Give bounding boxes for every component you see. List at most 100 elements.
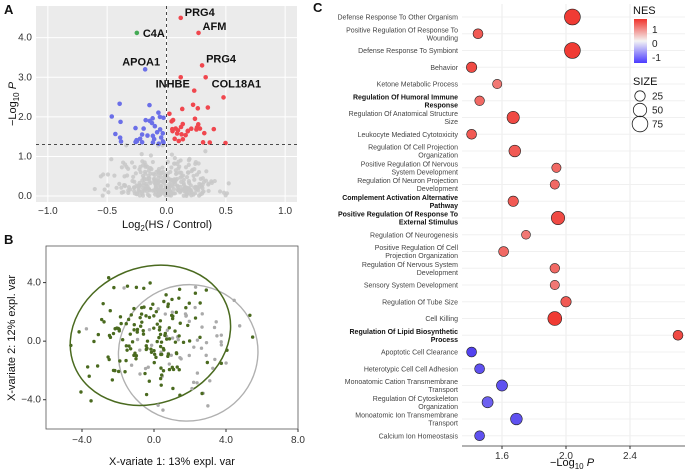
volcano-point	[168, 189, 173, 194]
volcano-point	[172, 155, 177, 161]
pca-point-group1	[132, 306, 136, 311]
pca-point-group1	[102, 320, 106, 324]
pca-point-group1	[158, 325, 162, 329]
volcano-point	[177, 190, 183, 195]
term-label: Apoptotic Cell Clearance	[381, 350, 458, 357]
pca-point-group1	[170, 365, 174, 370]
pca-point-group2	[204, 340, 209, 345]
pca-point-group1	[116, 369, 121, 374]
pca-point-group2	[206, 404, 210, 408]
volcano-point	[200, 176, 205, 181]
pca-x-tick: 8.0	[291, 435, 305, 446]
volcano-point	[148, 153, 154, 158]
pca-point-group1	[152, 326, 156, 330]
volcano-labeled-point	[134, 30, 140, 36]
volcano-point	[194, 172, 200, 177]
pca-point-group1	[118, 359, 122, 363]
gene-label: PRG4	[185, 7, 216, 19]
term-label: Positive Regulation Of Nervous System Dev…	[361, 161, 459, 176]
term-point	[507, 195, 519, 207]
volcano-point	[191, 173, 196, 179]
volcano-labeled-point	[203, 74, 208, 80]
volcano-point	[137, 180, 142, 185]
pca-point-group1	[167, 337, 172, 341]
enrichment-plot-area	[462, 4, 685, 444]
pca-point-group1	[152, 314, 156, 318]
pca-point-group1	[77, 330, 81, 334]
pca-y-tick: −4.0	[21, 395, 41, 406]
term-point	[510, 412, 523, 426]
volcano-point-down	[118, 119, 123, 125]
pca-point-group2	[147, 327, 152, 332]
pca-point-group1	[154, 355, 158, 360]
pca-point-group1	[200, 391, 204, 396]
term-point	[506, 111, 520, 124]
volcano-point	[189, 193, 194, 198]
pca-point-group1	[139, 312, 144, 316]
term-point	[474, 430, 485, 442]
volcano-point	[122, 174, 127, 179]
volcano-point	[117, 181, 122, 186]
term-label: Cell Killing	[425, 316, 458, 323]
volcano-point	[173, 171, 179, 177]
volcano-point	[168, 193, 174, 198]
volcano-point	[137, 189, 142, 194]
pca-point-group1	[112, 285, 116, 290]
enrichment-legend: NES 1 0 -1 SIZE 25 50 75	[631, 5, 664, 133]
volcano-point	[140, 159, 145, 164]
term-label: Sensory System Development	[364, 283, 458, 290]
volcano-point	[199, 191, 205, 196]
volcano-point	[186, 170, 191, 175]
volcano-point	[150, 188, 155, 193]
pca-point-group2	[146, 365, 150, 369]
volcano-point-up	[201, 130, 207, 136]
volcano-point	[105, 172, 111, 177]
volcano-labeled-point	[196, 30, 201, 36]
volcano-point-up	[179, 106, 185, 112]
term-label: Defense Response To Symbiont	[358, 48, 458, 55]
volcano-point	[126, 188, 131, 193]
pca-point-group1	[134, 357, 138, 361]
pca-point-group1	[89, 399, 93, 403]
volcano-point-down	[109, 114, 115, 119]
volcano-point-up	[205, 105, 211, 110]
volcano-point-up	[169, 126, 175, 132]
volcano-panel: A PRG4 C4A AFM APOA1 PRG4 INHBE COL18A1 −1.0 −0…	[4, 2, 297, 233]
pca-point-group1	[99, 317, 104, 322]
pca-point-group1	[69, 343, 73, 348]
pca-point-group2	[187, 319, 191, 324]
volcano-point	[186, 185, 191, 191]
nes-colorbar	[634, 19, 647, 63]
pca-point-group1	[132, 323, 136, 327]
pca-point-group1	[134, 354, 139, 358]
volcano-point-up	[179, 132, 184, 137]
volcano-point-down	[161, 140, 166, 145]
volcano-point	[186, 179, 192, 184]
volcano-point	[157, 192, 162, 197]
term-point	[498, 246, 509, 257]
pca-point-group1	[134, 285, 139, 290]
pca-point-group1	[87, 374, 91, 378]
pca-point-group1	[174, 310, 179, 315]
pca-point-group1	[159, 366, 163, 370]
volcano-point	[209, 180, 215, 186]
term-point	[472, 28, 484, 40]
pca-point-group1	[135, 327, 140, 332]
pca-point-group1	[155, 339, 159, 344]
pca-point-group1	[141, 332, 146, 336]
volcano-point	[112, 173, 117, 178]
term-label: Behavior	[430, 65, 458, 72]
volcano-y-axis-title: −Log10 P	[7, 81, 21, 126]
volcano-point	[221, 190, 227, 195]
pca-point-group1	[167, 326, 171, 330]
volcano-point	[167, 182, 172, 187]
pca-point-group1	[174, 351, 179, 355]
volcano-point-down	[139, 132, 145, 137]
volcano-point	[135, 184, 140, 189]
pca-point-group2	[213, 357, 217, 362]
size-legend-title: SIZE	[633, 76, 657, 88]
pca-point-group1	[120, 337, 125, 342]
volcano-x-tick: 0.0	[160, 206, 174, 217]
volcano-point	[204, 169, 209, 174]
